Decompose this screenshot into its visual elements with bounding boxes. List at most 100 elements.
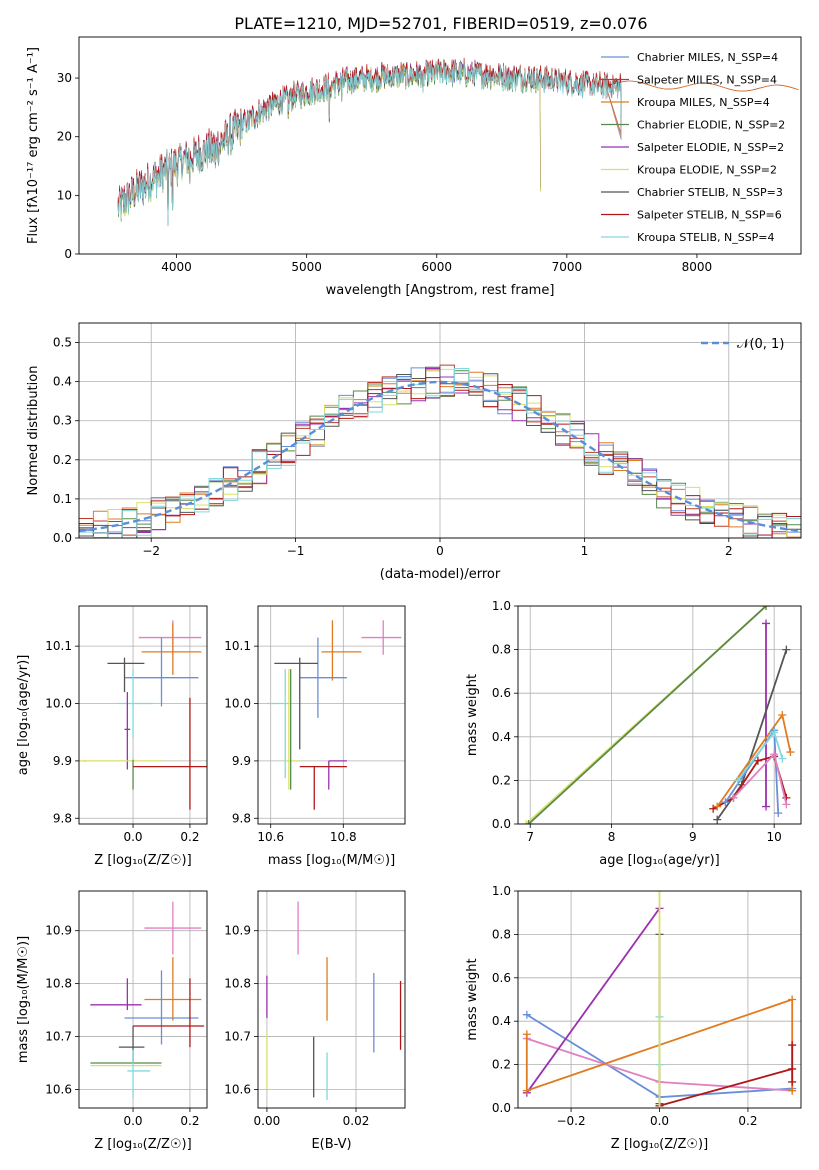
weight_vs_Z-point-marker	[788, 1041, 797, 1050]
residuals-ytick-label: 0.5	[53, 336, 72, 350]
spectrum-frame	[78, 36, 802, 255]
mass_vs_ebv-xlabel: E(B-V)	[311, 1137, 351, 1152]
weight_vs_Z-xtick-label: 0.0	[650, 1114, 669, 1128]
weight_vs_age-xtick-label: 9	[689, 830, 697, 844]
age_vs_mass-xtick-label: 10.6	[257, 830, 284, 844]
age_vs_Z-xlabel: Z [log₁₀(Z/Z☉)]	[94, 853, 191, 868]
weight_vs_age-series-line	[716, 649, 788, 821]
residuals-plot-area	[79, 364, 801, 538]
age_vs_Z-plot-area	[79, 620, 207, 810]
age_vs_mass-ytick-label: 10.0	[224, 697, 251, 711]
weight_vs_age-ytick-label: 0.0	[492, 817, 511, 831]
weight_vs_age-point-marker	[782, 800, 791, 809]
age_vs_mass-ytick-label: 10.1	[224, 639, 251, 653]
age_vs_Z-axes: 0.0 0.2 9.8 9.9 10.0 10.1 Z [log₁₀(Z/Z☉)] age […	[16, 605, 208, 868]
age_vs_Z-frame	[78, 605, 208, 825]
spectrum-xtick-label: 5000	[291, 260, 322, 274]
mass_vs_ebv-ytick-label: 10.7	[224, 1030, 251, 1044]
mass_vs_ebv-plot-area	[266, 901, 402, 1101]
weight_vs_age-point-marker	[778, 754, 787, 763]
weight_vs_Z-point-marker	[788, 1077, 797, 1086]
spectrum-legend-label: Salpeter MILES, N_SSP=4	[637, 74, 777, 87]
spectrum-legend: Chabrier MILES, N_SSP=4 Salpeter MILES, N…	[601, 51, 785, 244]
spectrum-plot-area	[117, 57, 799, 227]
weight_vs_Z-point-marker	[655, 891, 664, 895]
mass_vs_Z-ylabel: mass [log₁₀(M/M☉)]	[16, 936, 31, 1063]
figure-title: PLATE=1210, MJD=52701, FIBERID=0519, z=0…	[234, 14, 647, 33]
weight_vs_age-point-marker	[753, 756, 762, 765]
weight_vs_age-point-marker	[709, 804, 718, 813]
spectrum-legend-label: Kroupa MILES, N_SSP=4	[637, 96, 770, 109]
weight_vs_age-point-marker	[778, 711, 787, 719]
spectrum-ytick-label: 10	[57, 188, 72, 202]
weight_vs_age-xtick-label: 8	[608, 830, 616, 844]
weight_vs_Z-point-marker	[788, 1064, 797, 1073]
spectrum-series-line	[117, 61, 622, 224]
mass_vs_ebv-frame	[257, 890, 406, 1109]
weight_vs_age-frame	[517, 605, 802, 825]
spectrum-series-line	[117, 59, 622, 224]
age_vs_Z-ytick-label: 10.1	[45, 639, 72, 653]
spectrum-xtick-label: 4000	[161, 260, 192, 274]
residuals-ytick-label: 0.2	[53, 453, 72, 467]
weight_vs_Z-point-marker	[522, 1030, 531, 1039]
weight_vs_age-point-marker	[762, 619, 771, 628]
weight_vs_Z-ytick-label: 0.2	[492, 1058, 511, 1072]
weight_vs_age-point-marker	[729, 793, 738, 802]
weight_vs_age-point-marker	[770, 728, 779, 737]
age_vs_mass-plot-area	[267, 620, 402, 810]
weight_vs_age-point-marker	[762, 606, 771, 610]
residuals-ytick-label: 0.4	[53, 375, 72, 389]
residuals-xtick-label: 1	[581, 544, 589, 558]
age_vs_mass-axes: 10.6 10.8 9.8 9.9 10.0 10.1 mass [log₁₀(M/M☉)]	[224, 605, 406, 868]
spectrum-legend-label: Salpeter ELODIE, N_SSP=2	[637, 141, 784, 154]
spectrum-axes: 4000 5000 6000 7000 8000 0 10 20 30 wavelength [A…	[26, 36, 802, 298]
weight_vs_age-point-marker	[524, 820, 533, 824]
weight_vs_age-ytick-label: 0.6	[492, 686, 511, 700]
mass_vs_Z-axes: 0.0 0.2 10.6 10.7 10.8 10.9 Z [log₁₀(Z/Z☉)] mas…	[16, 890, 208, 1152]
mass_vs_Z-xtick-label: 0.2	[180, 1114, 199, 1128]
weight_vs_age-axes: 7 8 9 10 0.0 0.2 0.4 0.6 0.8 1.0 age [log₁₀(age/yr…	[465, 599, 802, 868]
weight_vs_Z-series-line	[659, 1045, 794, 1107]
weight_vs_age-xtick-label: 7	[526, 830, 534, 844]
gaussian-curve	[79, 380, 801, 533]
mass_vs_Z-ytick-label: 10.6	[45, 1082, 72, 1096]
weight_vs_Z-ytick-label: 1.0	[492, 884, 511, 898]
mass_vs_ebv-ytick-label: 10.6	[224, 1082, 251, 1096]
weight_vs_age-ytick-label: 0.4	[492, 730, 511, 744]
spectrum-ytick-label: 0	[64, 247, 72, 261]
weight_vs_age-point-marker	[774, 809, 783, 818]
weight_vs_age-point-marker	[762, 802, 771, 811]
mass_vs_ebv-axes: 0.00 0.02 10.6 10.7 10.8 10.9 E(B-V)	[224, 890, 406, 1152]
residuals-xtick-label: 2	[725, 544, 733, 558]
mass_vs_Z-ytick-label: 10.7	[45, 1030, 72, 1044]
weight_vs_age-xtick-label: 10	[767, 830, 782, 844]
weight_vs_Z-ytick-label: 0.0	[492, 1101, 511, 1115]
weight_vs_age-point-marker	[713, 802, 722, 811]
weight_vs_age-point-marker	[786, 748, 795, 757]
weight_vs_age-point-marker	[770, 750, 779, 759]
weight_vs_Z-point-marker	[788, 1086, 797, 1095]
weight_vs_Z-ytick-label: 0.6	[492, 971, 511, 985]
age_vs_mass-ytick-label: 9.8	[232, 811, 251, 825]
weight_vs_age-point-marker	[713, 815, 722, 824]
mass_vs_Z-frame	[78, 890, 208, 1109]
spectrum-xtick-label: 6000	[421, 260, 452, 274]
residual-histogram	[79, 366, 801, 538]
mass_vs_ebv-ytick-label: 10.8	[224, 977, 251, 991]
weight_vs_age-point-marker	[782, 645, 791, 654]
mass_vs_Z-ytick-label: 10.9	[45, 924, 72, 938]
residuals-ytick-label: 0.3	[53, 414, 72, 428]
weight_vs_Z-frame	[517, 890, 802, 1109]
residual-histogram	[79, 377, 801, 538]
weight_vs_Z-point-marker	[788, 995, 797, 1004]
spectrum-legend-label: Chabrier STELIB, N_SSP=3	[637, 186, 783, 199]
weight_vs_age-series-line	[527, 606, 767, 824]
weight_vs_age-point-marker	[522, 820, 531, 824]
age_vs_mass-xlabel: mass [log₁₀(M/M☉)]	[268, 853, 395, 868]
residuals-axes: −2 −1 0 1 2 0.0 0.1 0.2 0.3 0.4 0.5 (data-model)/er…	[26, 322, 802, 582]
mass_vs_Z-xlabel: Z [log₁₀(Z/Z☉)]	[94, 1137, 191, 1152]
weight_vs_Z-xtick-label: −0.2	[556, 1114, 585, 1128]
weight_vs_Z-axes: −0.2 0.0 0.2 0.0 0.2 0.4 0.6 0.8 1.0 Z [log₁₀(Z/Z…	[465, 884, 802, 1152]
